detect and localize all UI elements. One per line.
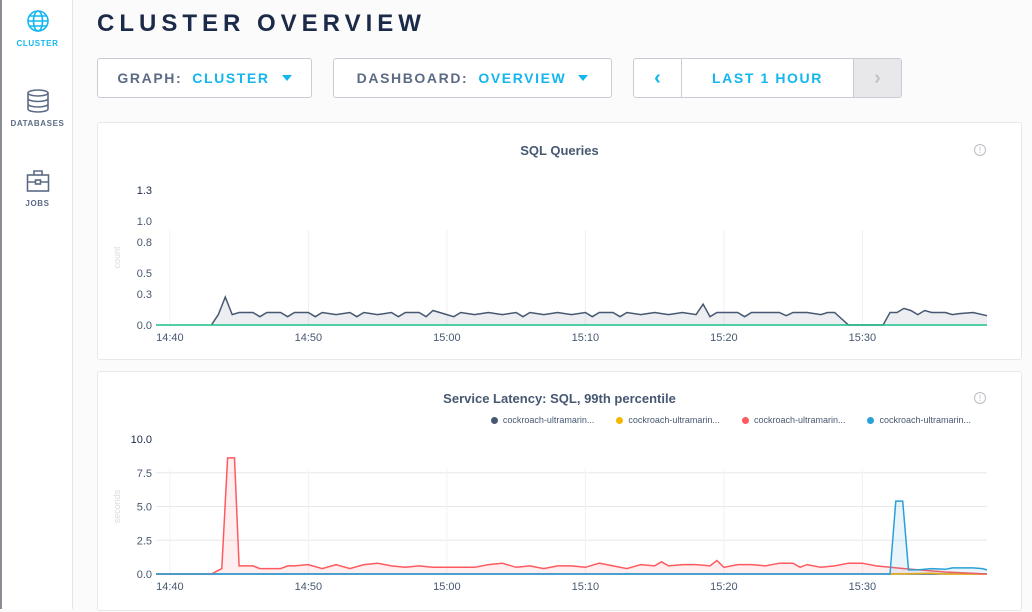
y-tick-label: 0.5: [137, 268, 152, 280]
legend-item[interactable]: cockroach-ultramarin...: [867, 415, 971, 425]
legend-dot: [490, 417, 498, 424]
y-tick-label: 0.8: [137, 237, 152, 249]
y-tick-label: 0.0: [137, 569, 152, 581]
caret-down-icon: [578, 75, 589, 81]
database-icon: [26, 89, 49, 113]
sidebar: CLUSTER DATABASES JOBS: [0, 0, 73, 609]
y-tick-label: 0.0: [137, 320, 152, 332]
service-latency-chart: 0.0 2.5 5.0 7.5 10.0 14:40 14:50 15:00 15:10 15:2…: [112, 434, 988, 593]
legend-item[interactable]: cockroach-ultramarin...: [616, 415, 720, 425]
graph-value: CLUSTER: [192, 70, 270, 86]
x-tick-label: 15:30: [849, 332, 877, 344]
sql-queries-panel: SQL Queries ! 0.0 0.3 0.5 0.8 1.0 1.3 14:40 14:…: [97, 122, 1022, 360]
y-tick-label: 7.5: [137, 468, 152, 480]
x-tick-label: 15:00: [433, 332, 461, 344]
x-tick-label: 15:20: [710, 332, 738, 344]
sql-queries-chart: 0.0 0.3 0.5 0.8 1.0 1.3 14:40 14:50 15:00 15:10 15…: [112, 185, 988, 344]
sidebar-item-databases[interactable]: DATABASES: [2, 89, 73, 128]
y-tick-label: 2.5: [137, 535, 152, 547]
x-tick-label: 15:20: [710, 581, 738, 593]
graph-dropdown[interactable]: GRAPH: CLUSTER: [97, 58, 312, 98]
x-tick-label: 14:40: [156, 332, 184, 344]
y-tick-label: 1.3: [137, 185, 152, 197]
y-axis-label: seconds: [112, 489, 122, 523]
briefcase-icon: [26, 170, 49, 192]
dashboard-label: DASHBOARD:: [356, 70, 469, 86]
y-axis-label: count: [112, 246, 122, 269]
next-time-button[interactable]: ›: [854, 59, 901, 97]
series-line: [156, 457, 988, 575]
info-icon[interactable]: !: [974, 392, 986, 404]
graph-label: GRAPH:: [117, 70, 183, 86]
page-title: CLUSTER OVERVIEW: [97, 10, 426, 37]
dashboard-dropdown[interactable]: DASHBOARD: OVERVIEW: [333, 58, 612, 98]
sidebar-item-label: JOBS: [25, 199, 50, 208]
x-tick-label: 14:50: [295, 581, 323, 593]
sidebar-item-label: CLUSTER: [16, 39, 59, 48]
x-tick-label: 14:40: [156, 581, 184, 593]
y-tick-label: 1.0: [137, 216, 152, 228]
legend-item[interactable]: cockroach-ultramarin...: [741, 415, 846, 425]
x-tick-label: 15:00: [433, 581, 461, 593]
legend-dot: [741, 417, 749, 424]
y-tick-label: 10.0: [131, 434, 152, 446]
sidebar-item-label: DATABASES: [10, 119, 65, 128]
legend-label: cockroach-ultramarin...: [502, 415, 595, 425]
legend-dot: [616, 417, 624, 424]
y-tick-label: 0.3: [137, 289, 152, 301]
chart-title: SQL Queries: [520, 143, 599, 158]
x-tick-label: 14:50: [295, 332, 323, 344]
legend-dot: [867, 417, 875, 424]
series-area: [211, 297, 987, 325]
series-line: [889, 572, 987, 575]
series-line: [156, 500, 988, 575]
series-area: [156, 501, 987, 574]
sidebar-item-cluster[interactable]: CLUSTER: [2, 9, 73, 48]
dashboard-value: OVERVIEW: [478, 70, 567, 86]
previous-time-button[interactable]: ‹: [634, 59, 682, 97]
globe-icon: [26, 10, 49, 32]
x-tick-label: 15:30: [849, 581, 877, 593]
info-icon[interactable]: !: [974, 144, 986, 156]
time-range-button[interactable]: LAST 1 HOUR: [682, 59, 854, 97]
legend-label: cockroach-ultramarin...: [879, 415, 971, 425]
sidebar-item-jobs[interactable]: JOBS: [2, 169, 73, 208]
chart-title: Service Latency: SQL, 99th percentile: [443, 391, 676, 406]
legend-label: cockroach-ultramarin...: [628, 415, 720, 425]
legend-item[interactable]: cockroach-ultramarin...: [490, 415, 595, 425]
service-latency-panel: Service Latency: SQL, 99th percentile ! …: [97, 371, 1022, 611]
x-tick-label: 15:10: [572, 581, 600, 593]
chart-legend: cockroach-ultramarin... cockroach-ultram…: [490, 415, 971, 425]
x-tick-label: 15:10: [572, 332, 600, 344]
time-range-selector: ‹ LAST 1 HOUR ›: [633, 58, 902, 98]
caret-down-icon: [281, 75, 292, 81]
y-tick-label: 5.0: [137, 502, 152, 514]
legend-label: cockroach-ultramarin...: [753, 415, 846, 425]
